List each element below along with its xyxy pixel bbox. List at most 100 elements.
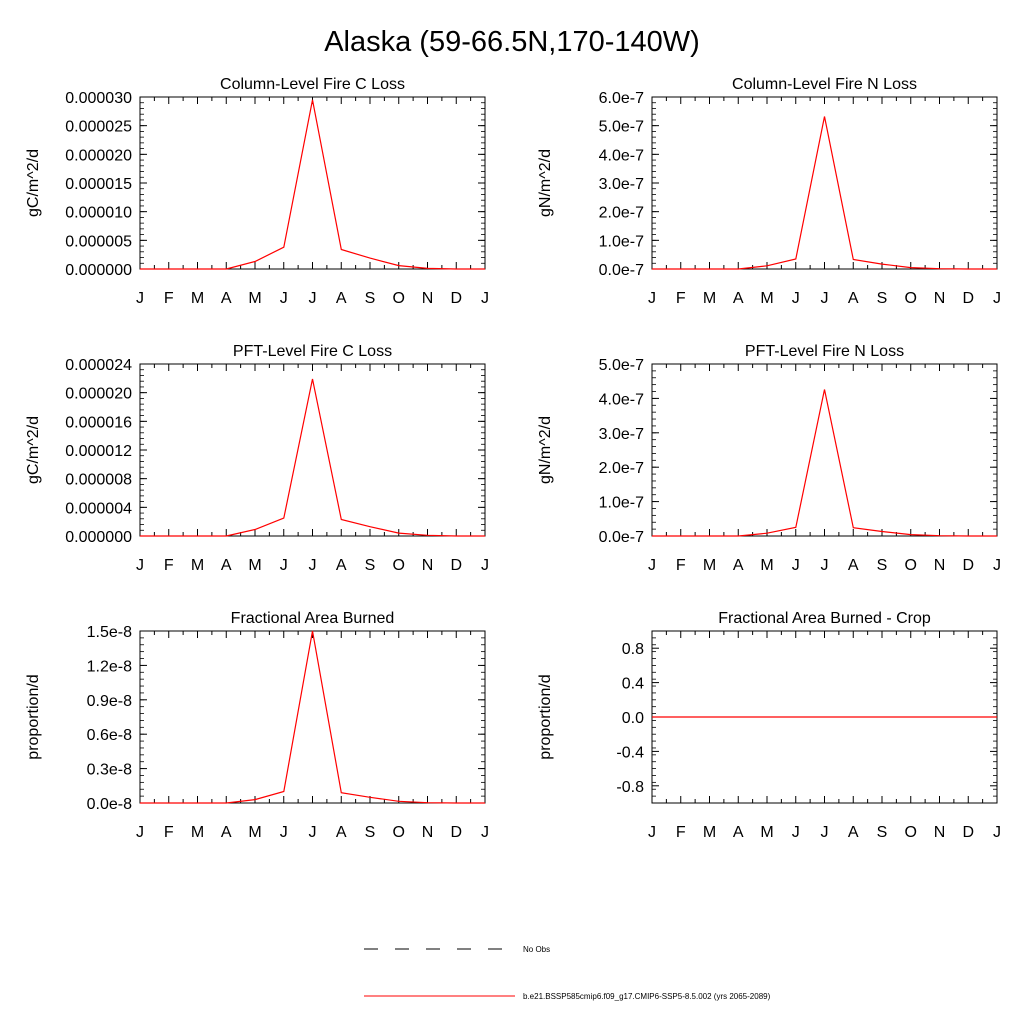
series-line-1 (140, 378, 485, 537)
x-tick-label: J (993, 824, 1001, 841)
x-tick-label: J (136, 557, 144, 574)
chart-title: Fractional Area Burned (231, 610, 395, 627)
y-tick-label: 0.000012 (65, 443, 132, 460)
x-tick-label: A (221, 824, 232, 841)
y-tick-label: 0.000008 (65, 472, 132, 489)
x-tick-label: A (221, 557, 232, 574)
x-tick-label: A (336, 290, 347, 307)
x-tick-label: S (877, 824, 888, 841)
x-tick-label: D (962, 290, 974, 307)
y-tick-label: 0.4 (622, 676, 644, 693)
x-tick-label: M (703, 557, 716, 574)
y-tick-label: 6.0e-7 (599, 90, 644, 107)
x-tick-label: O (905, 824, 917, 841)
y-axis-label: proportion/d (537, 674, 554, 759)
x-tick-label: J (481, 824, 489, 841)
y-tick-label: 0.000030 (65, 90, 132, 107)
y-tick-label: 0.9e-8 (87, 693, 132, 710)
y-tick-label: 0.000005 (65, 233, 132, 250)
y-tick-label: 2.0e-7 (599, 460, 644, 477)
y-tick-label: 5.0e-7 (599, 357, 644, 374)
y-axis-label: gC/m^2/d (25, 149, 42, 217)
chart-title: PFT-Level Fire C Loss (233, 343, 392, 360)
x-tick-label: O (905, 557, 917, 574)
x-tick-label: J (993, 557, 1001, 574)
x-tick-label: J (648, 824, 656, 841)
y-tick-label: 0.000015 (65, 176, 132, 193)
y-axis-label: gN/m^2/d (537, 149, 554, 217)
y-tick-label: -0.8 (616, 779, 644, 796)
x-tick-label: D (962, 824, 974, 841)
x-tick-label: O (905, 290, 917, 307)
y-tick-label: 0.6e-8 (87, 727, 132, 744)
x-tick-label: J (136, 824, 144, 841)
x-tick-label: N (422, 290, 434, 307)
legend-label-2: b.e21.BSSP585cmip6.f09_g17.CMIP6-SSP5-8.… (523, 992, 771, 1001)
x-tick-label: J (136, 290, 144, 307)
y-tick-label: 0.0e-8 (87, 796, 132, 813)
x-tick-label: J (648, 290, 656, 307)
x-tick-label: F (164, 824, 174, 841)
x-tick-label: J (821, 824, 829, 841)
plot-frame (651, 96, 998, 270)
y-tick-label: 0.0 (622, 710, 644, 727)
x-tick-label: J (280, 290, 288, 307)
x-tick-label: J (280, 824, 288, 841)
y-tick-label: 0.8 (622, 641, 644, 658)
page-title: Alaska (59-66.5N,170-140W) (324, 26, 700, 58)
x-tick-label: J (792, 557, 800, 574)
y-tick-label: 2.0e-7 (599, 205, 644, 222)
x-tick-label: M (703, 824, 716, 841)
x-tick-label: M (191, 290, 204, 307)
y-tick-label: 0.000024 (65, 357, 132, 374)
y-tick-label: 0.000004 (65, 500, 132, 517)
x-tick-label: J (481, 557, 489, 574)
x-tick-label: O (393, 557, 405, 574)
y-tick-label: 5.0e-7 (599, 119, 644, 136)
y-tick-label: 3.0e-7 (599, 176, 644, 193)
x-tick-label: M (760, 557, 773, 574)
x-tick-label: O (393, 824, 405, 841)
x-tick-label: M (191, 557, 204, 574)
x-tick-label: A (336, 557, 347, 574)
legend: No Obs b.e21.BSSP585cmip6.f09_g17.CMIP6-S… (364, 945, 771, 1001)
y-tick-label: 0.000010 (65, 205, 132, 222)
x-tick-label: J (993, 290, 1001, 307)
y-tick-label: 0.000020 (65, 386, 132, 403)
x-tick-label: M (760, 290, 773, 307)
series-line-1 (652, 389, 997, 537)
x-tick-label: D (450, 824, 462, 841)
x-tick-label: A (336, 824, 347, 841)
x-tick-label: A (733, 557, 744, 574)
series-line-1 (140, 99, 485, 270)
x-tick-label: J (648, 557, 656, 574)
x-tick-label: N (422, 557, 434, 574)
x-tick-label: S (365, 557, 376, 574)
series-line-1 (652, 116, 997, 270)
x-tick-label: A (848, 290, 859, 307)
x-tick-label: O (393, 290, 405, 307)
x-tick-label: F (164, 290, 174, 307)
x-tick-label: J (481, 290, 489, 307)
x-tick-label: J (821, 290, 829, 307)
x-tick-label: M (191, 824, 204, 841)
y-tick-label: 0.000025 (65, 119, 132, 136)
y-tick-label: -0.4 (616, 744, 644, 761)
y-tick-label: 1.5e-8 (87, 624, 132, 641)
chart-title: Fractional Area Burned - Crop (718, 610, 931, 627)
x-tick-label: F (676, 557, 686, 574)
x-tick-label: N (934, 557, 946, 574)
x-tick-label: S (365, 824, 376, 841)
chart-title: Column-Level Fire C Loss (220, 76, 405, 93)
y-tick-label: 0.0e-7 (599, 529, 644, 546)
x-tick-label: F (676, 290, 686, 307)
y-tick-label: 1.0e-7 (599, 233, 644, 250)
x-tick-label: J (309, 824, 317, 841)
x-tick-label: N (422, 824, 434, 841)
